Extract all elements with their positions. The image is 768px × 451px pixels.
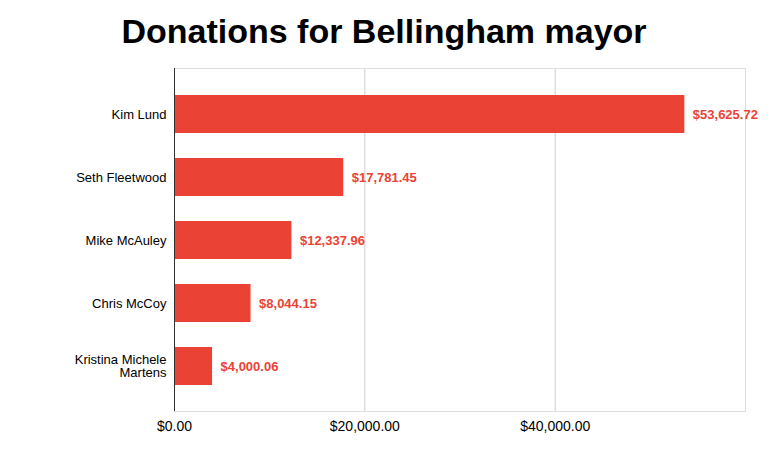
svg-text:$4,000.06: $4,000.06 [221,359,279,374]
svg-text:$0.00: $0.00 [157,418,192,434]
svg-text:Kim Lund: Kim Lund [112,107,167,122]
svg-text:$8,044.15: $8,044.15 [259,296,317,311]
svg-text:Mike McAuley: Mike McAuley [86,233,167,248]
svg-text:$17,781.45: $17,781.45 [352,170,417,185]
svg-text:Kristina MicheleMartens: Kristina MicheleMartens [75,352,167,380]
svg-text:Chris McCoy: Chris McCoy [92,296,167,311]
svg-text:Seth Fleetwood: Seth Fleetwood [76,170,166,185]
svg-text:$20,000.00: $20,000.00 [330,418,400,434]
svg-text:$53,625.72: $53,625.72 [693,107,758,122]
svg-text:$40,000.00: $40,000.00 [520,418,590,434]
svg-text:$12,337.96: $12,337.96 [300,233,365,248]
html-text:Donations for Bellingham mayor: Donations for Bellingham mayor [121,12,647,50]
